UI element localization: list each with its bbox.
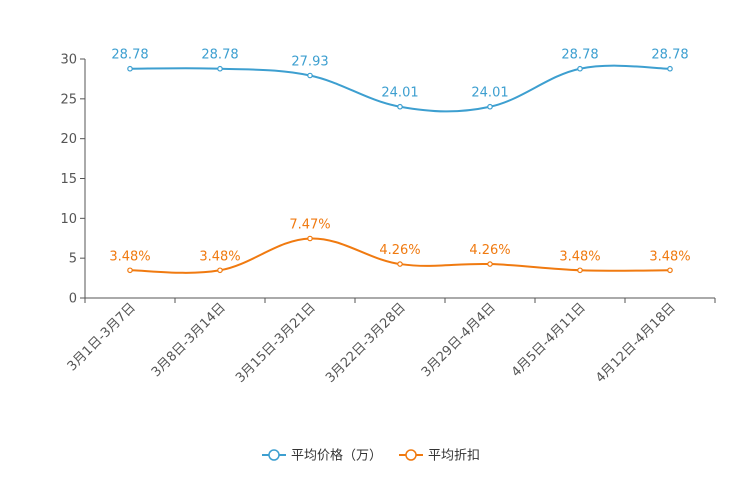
y-tick-label: 30 [60, 53, 77, 68]
chart-series: 28.78 28.78 27.93 24.01 24.01 28.78 28.78 3.48%… [109, 48, 691, 274]
data-point[interactable] [577, 65, 583, 72]
data-point[interactable] [397, 103, 403, 110]
x-category-label: 3月29日-4月4日 [419, 300, 499, 380]
legend-item-average-discount[interactable]: 平均折扣 [399, 449, 480, 464]
data-label: 3.48% [649, 249, 690, 264]
data-label: 24.01 [381, 86, 418, 101]
y-tick-label: 0 [69, 292, 77, 307]
legend-item-average-price[interactable]: 平均价格（万） [262, 448, 382, 464]
data-label: 4.26% [469, 243, 510, 258]
y-tick-label: 15 [60, 172, 77, 187]
data-label: 27.93 [291, 54, 328, 69]
x-category-label: 4月5日-4月11日 [509, 300, 589, 380]
data-label: 24.01 [471, 86, 508, 101]
chart-axes: 0 5 10 15 20 25 30 3月1日-3月7日 3月8日-3月14日 3月15日-3月2… [60, 53, 716, 386]
data-point[interactable] [217, 267, 223, 274]
legend-label: 平均折扣 [428, 449, 480, 464]
data-label: 28.78 [651, 48, 688, 63]
data-label: 7.47% [289, 217, 330, 232]
data-point[interactable] [487, 103, 493, 110]
data-point[interactable] [127, 65, 133, 72]
legend-marker-icon [268, 449, 280, 461]
x-category-label: 3月15日-3月21日 [233, 300, 319, 386]
series-average-discount: 3.48% 3.48% 7.47% 4.26% 4.26% 3.48% 3.48% [109, 217, 691, 274]
data-point[interactable] [487, 261, 493, 267]
chart-legend[interactable]: 平均价格（万） 平均折扣 [262, 448, 480, 464]
x-category-label: 3月1日-3月7日 [65, 300, 139, 374]
x-category-label: 4月12日-4月18日 [593, 300, 679, 386]
x-category-label: 3月8日-3月14日 [149, 300, 229, 380]
data-label: 28.78 [201, 48, 238, 63]
legend-label: 平均价格（万） [291, 448, 382, 464]
data-label: 28.78 [561, 48, 598, 63]
legend-marker-icon [405, 449, 417, 461]
data-point[interactable] [307, 235, 313, 242]
data-point[interactable] [127, 267, 133, 274]
data-label: 3.48% [199, 249, 240, 264]
data-label: 3.48% [109, 249, 150, 264]
data-point[interactable] [577, 267, 583, 274]
data-point[interactable] [667, 65, 673, 72]
series-average-price: 28.78 28.78 27.93 24.01 24.01 28.78 28.78 [111, 48, 689, 113]
data-label: 4.26% [379, 243, 420, 258]
x-category-label: 3月22日-3月28日 [323, 300, 409, 386]
y-tick-label: 20 [60, 132, 77, 147]
data-point[interactable] [667, 267, 673, 274]
data-point[interactable] [397, 261, 403, 267]
data-label: 3.48% [559, 249, 600, 264]
data-point[interactable] [307, 72, 313, 79]
data-label: 28.78 [111, 48, 148, 63]
y-tick-label: 25 [60, 92, 77, 107]
y-tick-label: 5 [69, 252, 77, 267]
data-point[interactable] [217, 65, 223, 72]
y-tick-label: 10 [60, 212, 77, 227]
